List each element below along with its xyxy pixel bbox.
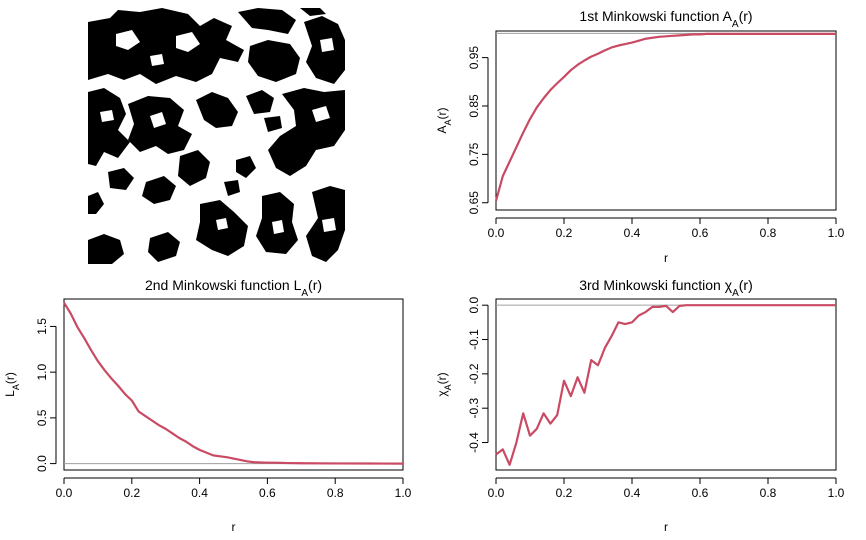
series-line <box>63 302 404 465</box>
x-tick-label: 0.8 <box>327 486 344 500</box>
x-axis-label: r <box>232 520 236 534</box>
x-tick-label: 0.4 <box>191 486 208 500</box>
y-tick-label: 0.75 <box>467 142 481 166</box>
binary-image <box>88 8 345 264</box>
x-tick-label: 1.0 <box>828 486 845 500</box>
x-tick-label: 0.6 <box>692 226 709 240</box>
chart-L-minkowski: 0.0 0.2 0.4 0.6 0.8 1.0 0.0 0.5 1.0 1.5 2nd Minkow… <box>3 277 412 534</box>
y-tick-label: 0.65 <box>467 191 481 215</box>
y-tick-label: 0.85 <box>467 94 481 118</box>
y-tick-label: 0.95 <box>467 46 481 70</box>
plot-frame <box>495 298 837 471</box>
plot-frame <box>63 298 404 471</box>
x-tick-label: 0.0 <box>488 226 505 240</box>
plot-frame <box>495 30 837 211</box>
x-tick-label: 0.8 <box>760 226 777 240</box>
y-tick-label: -0.2 <box>467 363 481 384</box>
chart-A-minkowski: 0.0 0.2 0.4 0.6 0.8 1.0 0.65 0.75 0.85 0.95 1st Mi… <box>435 8 845 265</box>
x-tick-label: 1.0 <box>828 226 845 240</box>
x-tick-label: 0.4 <box>624 226 641 240</box>
x-tick-label: 1.0 <box>395 486 412 500</box>
y-tick-label: 1.5 <box>35 318 49 335</box>
x-axis-label: r <box>664 520 668 534</box>
x-tick-label: 0.0 <box>488 486 505 500</box>
chart-chi-minkowski: 0.0 0.2 0.4 0.6 0.8 1.0 -0.4 -0.3 -0.2 -0.1 0.0 3rd… <box>435 277 845 534</box>
y-tick-label: 0.5 <box>35 409 49 426</box>
y-tick-label: -0.4 <box>467 432 481 453</box>
y-axis-label: AA(r) <box>435 107 453 133</box>
chart-title: 1st Minkowski function AA(r) <box>579 8 752 30</box>
y-tick-label: -0.3 <box>467 398 481 419</box>
y-axis-label: χA(r) <box>435 372 453 396</box>
y-axis-label: LA(r) <box>3 372 21 397</box>
x-tick-label: 0.8 <box>760 486 777 500</box>
series-line <box>495 304 836 466</box>
chart-title: 3rd Minkowski function χA(r) <box>579 277 753 299</box>
x-tick-label: 0.6 <box>692 486 709 500</box>
chart-title: 2nd Minkowski function LA(r) <box>145 277 322 299</box>
x-tick-label: 0.6 <box>259 486 276 500</box>
y-tick-label: 0.0 <box>467 297 481 314</box>
y-tick-label: 1.0 <box>35 363 49 380</box>
x-tick-label: 0.2 <box>556 486 573 500</box>
y-tick-label: 0.0 <box>35 455 49 472</box>
x-tick-label: 0.4 <box>624 486 641 500</box>
x-axis-label: r <box>664 251 668 265</box>
x-tick-label: 0.2 <box>123 486 140 500</box>
y-tick-label: -0.1 <box>467 329 481 350</box>
x-tick-label: 0.2 <box>556 226 573 240</box>
x-tick-label: 0.0 <box>56 486 73 500</box>
series-line <box>494 32 836 202</box>
